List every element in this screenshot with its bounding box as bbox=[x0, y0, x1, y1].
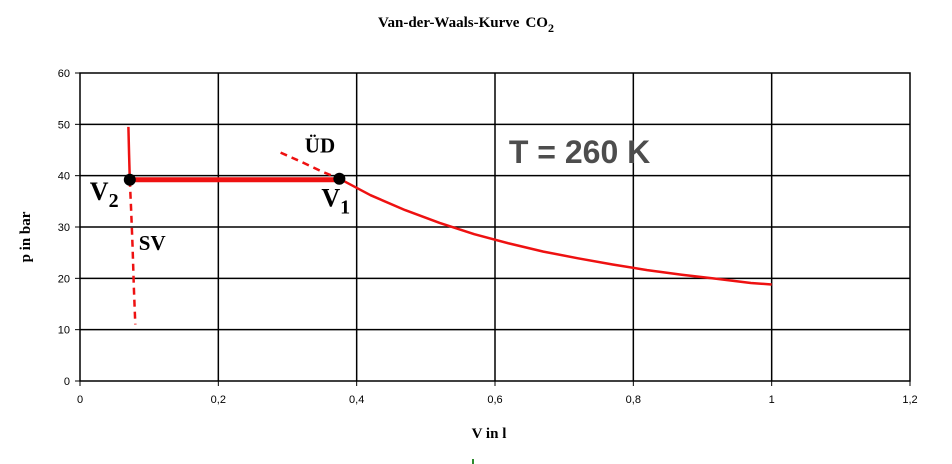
series-line-2 bbox=[127, 126, 132, 180]
series-line-0 bbox=[338, 177, 772, 286]
series-line-3 bbox=[128, 179, 137, 325]
x-axis-label: V in l bbox=[472, 426, 507, 442]
small-marker bbox=[472, 459, 474, 464]
y-tick-label: 50 bbox=[58, 119, 70, 131]
y-tick-label: 10 bbox=[58, 325, 70, 337]
annotation-0: ÜD bbox=[305, 134, 335, 158]
point-marker-1 bbox=[333, 172, 346, 185]
x-tick-label: 0,6 bbox=[487, 394, 502, 406]
x-tick-label: 0 bbox=[77, 394, 83, 406]
chart-title: Van-der-Waals-Kurve CO2 bbox=[378, 15, 554, 35]
x-tick-label: 0,4 bbox=[349, 394, 364, 406]
y-tick-label: 0 bbox=[64, 376, 70, 388]
annotation-2: T = 260 K bbox=[509, 134, 650, 170]
points-group: V2 V1 bbox=[90, 172, 350, 219]
y-tick-label: 60 bbox=[58, 68, 70, 80]
x-tick-label: 0,2 bbox=[211, 394, 226, 406]
annotation-1: SV bbox=[139, 231, 166, 255]
x-tick-label: 0,8 bbox=[626, 394, 641, 406]
grid bbox=[80, 73, 910, 381]
point-label-1: V1 bbox=[321, 184, 350, 219]
x-tick-label: 1 bbox=[769, 394, 775, 406]
y-axis-label: p in bar bbox=[18, 211, 34, 262]
series-line-1 bbox=[280, 151, 340, 180]
point-label-0: V2 bbox=[90, 177, 119, 212]
y-tick-label: 30 bbox=[58, 222, 70, 234]
axis-ticks: 0 0,2 0,4 0,6 0,8 1 1,2 0 10 20 30 40 50 60 bbox=[58, 68, 918, 406]
y-tick-label: 40 bbox=[58, 171, 70, 183]
point-marker-0 bbox=[123, 173, 136, 186]
y-tick-label: 20 bbox=[58, 273, 70, 285]
series-group bbox=[127, 126, 772, 325]
x-tick-label: 1,2 bbox=[902, 394, 917, 406]
annotations-group: ÜD SV T = 260 K bbox=[139, 134, 650, 256]
